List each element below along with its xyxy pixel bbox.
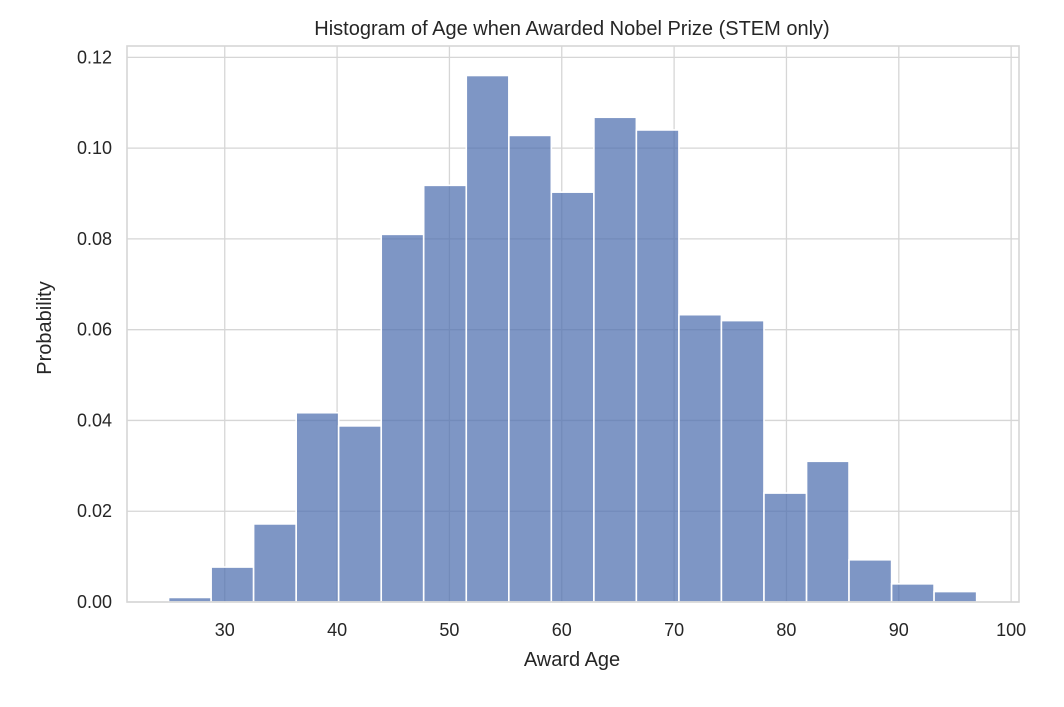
histogram-bar-7	[422, 184, 468, 603]
histogram-bar-9	[508, 134, 553, 603]
x-tick-label-30: 30	[215, 620, 235, 640]
y-tick-label-0.10: 0.10	[77, 138, 112, 158]
x-tick-label-90: 90	[889, 620, 909, 640]
histogram-bar-11	[593, 116, 638, 603]
histogram-bar-15	[763, 492, 808, 603]
histogram-bar-12	[635, 129, 680, 603]
x-tick-label-100: 100	[996, 620, 1026, 640]
histogram-bar-3	[252, 523, 297, 603]
x-tick-label-70: 70	[664, 620, 684, 640]
x-tick-label-40: 40	[327, 620, 347, 640]
y-tick-label-0.04: 0.04	[77, 410, 112, 430]
histogram-bar-6	[380, 233, 425, 603]
histogram-bar-2	[210, 566, 255, 603]
plot-frame	[126, 45, 1020, 603]
y-tick-label-0.08: 0.08	[77, 229, 112, 249]
histogram-bar-19	[933, 590, 978, 603]
histogram-bar-5	[337, 425, 383, 603]
x-tick-label-60: 60	[552, 620, 572, 640]
histogram-bar-17	[848, 558, 893, 603]
y-tick-label-0.00: 0.00	[77, 592, 112, 612]
y-tick-label-0.02: 0.02	[77, 501, 112, 521]
x-tick-labels: 30 40 50 60 70 80 90 100	[215, 620, 1026, 640]
histogram-bar-16	[805, 460, 850, 603]
histogram-bar-18	[890, 583, 935, 603]
y-tick-label-0.06: 0.06	[77, 320, 112, 340]
y-tick-label-0.12: 0.12	[77, 47, 112, 67]
x-tick-label-80: 80	[776, 620, 796, 640]
y-tick-labels: 0.00 0.02 0.04 0.06 0.08 0.10 0.12	[77, 47, 112, 612]
axes	[126, 45, 1020, 603]
y-axis-label: Probability	[34, 281, 56, 374]
histogram-bar-13	[678, 313, 723, 603]
histogram-bar-4	[295, 411, 340, 603]
x-tick-label-50: 50	[439, 620, 459, 640]
x-axis-label: Award Age	[524, 649, 620, 671]
histogram-bar-8	[465, 74, 510, 603]
histogram-bar-10	[550, 191, 595, 603]
histogram-bars	[167, 74, 978, 603]
chart-title: Histogram of Age when Awarded Nobel Priz…	[314, 18, 829, 40]
histogram-bar-14	[720, 319, 765, 603]
